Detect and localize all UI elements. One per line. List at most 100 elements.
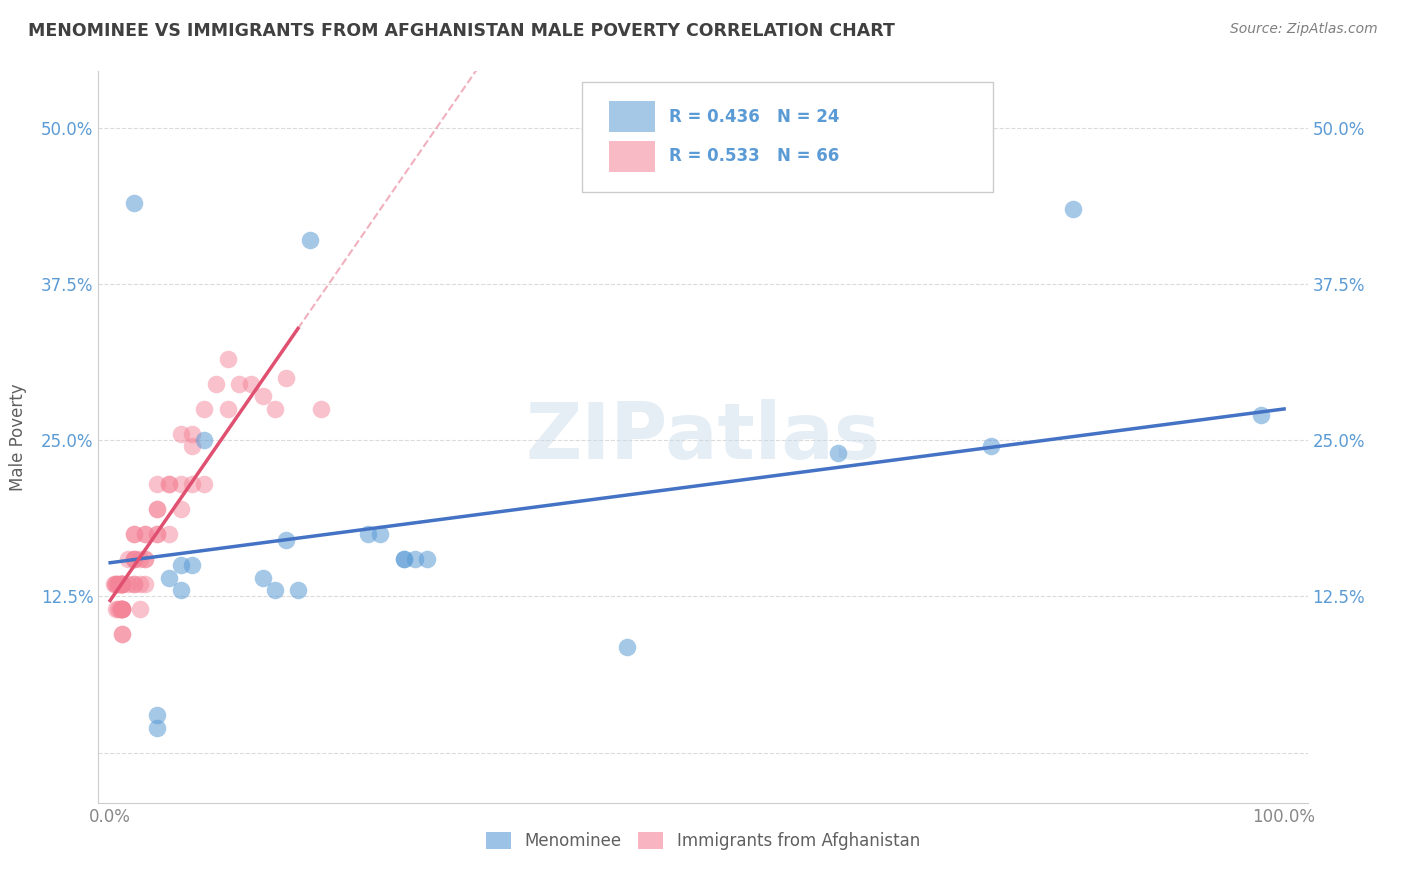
Point [110, 602, 132, 616]
Point [134, 552, 156, 566]
Point [108, 577, 131, 591]
Point [107, 577, 129, 591]
Point [111, 602, 134, 616]
Point [105, 577, 128, 591]
Point [134, 552, 156, 566]
Point [111, 627, 134, 641]
Point [827, 446, 849, 460]
Point [111, 577, 134, 591]
Point [128, 602, 150, 616]
Legend: Menominee, Immigrants from Afghanistan: Menominee, Immigrants from Afghanistan [479, 825, 927, 856]
Text: MENOMINEE VS IMMIGRANTS FROM AFGHANISTAN MALE POVERTY CORRELATION CHART: MENOMINEE VS IMMIGRANTS FROM AFGHANISTAN… [28, 22, 896, 40]
Point [204, 376, 226, 391]
Point [193, 434, 215, 448]
Point [181, 477, 204, 491]
Point [263, 583, 285, 598]
Point [117, 577, 139, 591]
Point [193, 401, 215, 416]
Point [181, 558, 204, 573]
FancyBboxPatch shape [609, 141, 655, 171]
Point [111, 602, 134, 616]
Text: R = 0.436   N = 24: R = 0.436 N = 24 [669, 108, 839, 126]
Point [111, 577, 134, 591]
Text: R = 0.533   N = 66: R = 0.533 N = 66 [669, 147, 839, 165]
Point [980, 440, 1002, 454]
Point [111, 577, 134, 591]
Point [616, 640, 638, 654]
Point [169, 426, 191, 441]
Point [276, 370, 298, 384]
Point [298, 233, 321, 247]
Point [252, 571, 274, 585]
Point [122, 527, 145, 541]
Point [122, 552, 145, 566]
Point [111, 602, 134, 616]
Point [392, 552, 415, 566]
Point [110, 577, 132, 591]
Point [111, 577, 134, 591]
Point [169, 583, 191, 598]
Point [217, 351, 239, 366]
Point [122, 527, 145, 541]
Point [157, 477, 180, 491]
Point [287, 583, 309, 598]
Point [122, 577, 145, 591]
Y-axis label: Male Poverty: Male Poverty [8, 384, 27, 491]
Point [146, 527, 169, 541]
Text: ZIPatlas: ZIPatlas [526, 399, 880, 475]
FancyBboxPatch shape [609, 102, 655, 132]
Point [146, 502, 169, 516]
Point [146, 502, 169, 516]
Point [240, 376, 263, 391]
Point [146, 721, 169, 735]
Point [134, 577, 156, 591]
Point [122, 552, 145, 566]
Point [111, 577, 134, 591]
Point [117, 552, 139, 566]
Point [404, 552, 426, 566]
Point [252, 389, 274, 403]
Text: Source: ZipAtlas.com: Source: ZipAtlas.com [1230, 22, 1378, 37]
Point [157, 571, 180, 585]
Point [368, 527, 391, 541]
Point [263, 401, 285, 416]
Point [111, 627, 134, 641]
Point [169, 558, 191, 573]
Point [392, 552, 415, 566]
Point [169, 502, 191, 516]
Point [146, 477, 169, 491]
Point [105, 602, 128, 616]
Point [110, 577, 132, 591]
Point [311, 401, 333, 416]
Point [169, 477, 191, 491]
Point [217, 401, 239, 416]
Point [228, 376, 250, 391]
Point [134, 527, 156, 541]
Point [276, 533, 298, 548]
Point [134, 527, 156, 541]
Point [146, 708, 169, 723]
Point [107, 602, 129, 616]
Point [104, 577, 127, 591]
Point [146, 527, 169, 541]
Point [128, 552, 150, 566]
Point [416, 552, 439, 566]
FancyBboxPatch shape [582, 82, 993, 192]
Point [111, 602, 134, 616]
Point [181, 440, 204, 454]
Point [193, 477, 215, 491]
Point [1250, 408, 1272, 422]
Point [181, 426, 204, 441]
Point [103, 577, 125, 591]
Point [111, 602, 134, 616]
Point [1062, 202, 1084, 216]
Point [157, 477, 180, 491]
Point [157, 527, 180, 541]
Point [105, 577, 128, 591]
Point [108, 602, 131, 616]
Point [357, 527, 380, 541]
Point [122, 552, 145, 566]
Point [128, 577, 150, 591]
Point [122, 195, 145, 210]
Point [122, 577, 145, 591]
